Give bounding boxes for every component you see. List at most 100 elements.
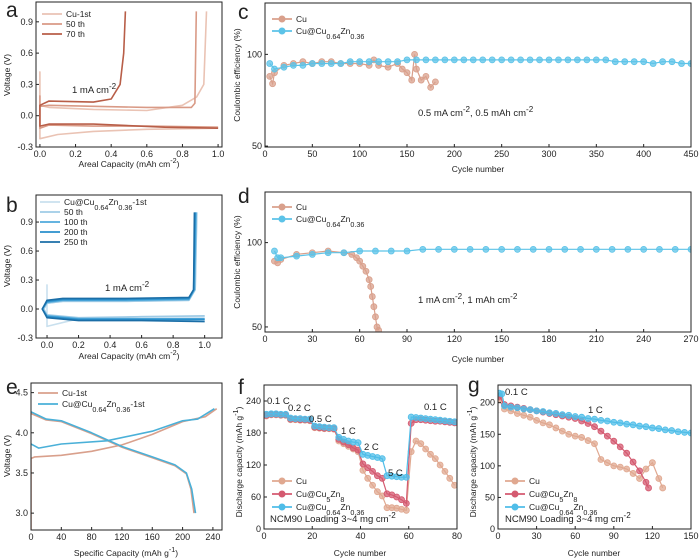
- data-point: [498, 390, 506, 398]
- data-point: [479, 56, 487, 64]
- data-point: [431, 56, 439, 64]
- data-point: [369, 467, 376, 475]
- data-point: [394, 58, 401, 66]
- y-tick-label: 200: [480, 398, 495, 408]
- plot-area: [39, 11, 219, 140]
- data-point: [498, 245, 506, 253]
- y-tick-label: 0.3: [20, 79, 33, 89]
- y-tick-label: 4.0: [15, 428, 28, 438]
- x-tick-label: 150: [494, 334, 509, 344]
- legend-label: Cu@Cu0.64Zn0.36: [296, 502, 364, 517]
- legend: Cu Cu@Cu0.64Zn0.36: [272, 14, 364, 41]
- x-tick-label: 0.8: [167, 340, 180, 350]
- x-tick-label: 80: [87, 532, 97, 542]
- data-point: [269, 80, 276, 88]
- x-tick-label: 30: [307, 334, 317, 344]
- x-tick-label: 90: [609, 531, 619, 541]
- legend-label: Cu@Cu0.64Zn0.36: [296, 26, 364, 41]
- data-point: [545, 245, 553, 253]
- annotation: 0.1 C: [505, 387, 528, 398]
- data-point: [403, 69, 411, 77]
- data-point: [422, 445, 430, 453]
- annotation: 1 mA cm-2, 1 mAh cm-2: [418, 292, 518, 307]
- data-point: [299, 61, 307, 69]
- plot-area: [271, 245, 691, 332]
- data-point: [655, 425, 663, 432]
- data-point: [555, 56, 562, 64]
- x-tick-label: 0.6: [141, 149, 154, 159]
- data-point: [577, 245, 584, 253]
- data-point: [356, 247, 364, 255]
- data-point: [408, 76, 416, 84]
- data-point: [327, 60, 335, 67]
- series-line-0: [31, 408, 218, 530]
- data-point: [369, 481, 376, 489]
- y-tick-label: 120: [246, 460, 261, 470]
- x-tick-label: 0: [28, 532, 33, 542]
- data-point: [624, 245, 632, 253]
- y-tick-label: 0.0: [20, 304, 33, 314]
- data-point: [441, 56, 449, 64]
- data-point: [460, 56, 468, 64]
- legend-label: Cu@Cu0.64Zn0.36-1st: [64, 197, 147, 212]
- y-tick-label: 0.9: [20, 217, 33, 227]
- data-point: [571, 432, 579, 440]
- data-point: [354, 439, 362, 447]
- series-line-2: [39, 11, 219, 129]
- x-axis-label: Cycle number: [334, 548, 387, 558]
- panel-f: f 0 20 40 60 80 0 60 120 180 240 Cycle number Discha…: [231, 376, 463, 558]
- x-tick-label: 300: [541, 149, 556, 159]
- data-point: [280, 63, 288, 71]
- y-tick-label: 100: [247, 49, 262, 59]
- data-point: [417, 76, 425, 84]
- data-point: [359, 460, 367, 468]
- data-point: [561, 245, 569, 253]
- legend-marker: [278, 215, 286, 223]
- panel-a: a0.0 0.2 0.4 0.6 0.8 1.0-0.30.00.30.60.9Areal…: [2, 0, 224, 169]
- data-point: [603, 417, 611, 425]
- data-point: [293, 252, 300, 260]
- data-point: [621, 58, 629, 66]
- data-point: [584, 415, 592, 422]
- annotation: 1 C: [588, 405, 603, 416]
- y-tick-label: 3.5: [15, 468, 28, 478]
- x-tick-label: 210: [589, 334, 604, 344]
- data-point: [546, 409, 553, 417]
- panel-g: g 0 30 60 90 120 150 0 50 100 150 200 Cycle number Di…: [465, 374, 699, 558]
- data-point: [578, 434, 586, 441]
- data-point: [413, 65, 420, 73]
- x-tick-label: 50: [307, 149, 317, 159]
- axes-frame: [497, 384, 692, 530]
- data-point: [451, 418, 457, 426]
- data-point: [592, 245, 600, 253]
- data-point: [661, 426, 669, 434]
- x-tick-label: 350: [589, 149, 604, 159]
- annotation: 1 mA cm-2: [72, 82, 117, 97]
- y-tick-label: 0.0: [20, 111, 33, 121]
- data-point: [431, 78, 439, 86]
- data-point: [441, 467, 449, 475]
- data-point: [398, 65, 406, 73]
- data-point: [623, 465, 631, 473]
- panel-label: c: [238, 1, 249, 24]
- y-axis-label: Discharge capacity (mAh g-1): [231, 406, 245, 517]
- data-point: [623, 449, 631, 457]
- data-point: [365, 58, 373, 66]
- series-line-1: [269, 59, 691, 70]
- data-point: [507, 403, 515, 411]
- legend-label: 100 th: [64, 217, 88, 227]
- data-point: [610, 418, 618, 426]
- x-tick-label: 0.4: [104, 340, 117, 350]
- legend-label: Cu@Cu5Zn8: [296, 489, 344, 504]
- data-point: [564, 56, 572, 64]
- data-point: [520, 411, 528, 419]
- data-point: [413, 56, 420, 64]
- legend-marker: [278, 490, 286, 498]
- x-tick-label: 120: [114, 532, 129, 542]
- data-point: [602, 56, 610, 64]
- data-point: [271, 247, 278, 255]
- panel-b: b 0.0 0.2 0.4 0.6 0.8 1.0 -0.3 0.0 0.3 0.6 0.9 Areal…: [2, 194, 223, 361]
- data-point: [671, 245, 679, 253]
- y-tick-label: 180: [246, 428, 261, 438]
- y-tick-label: 4.5: [15, 388, 28, 398]
